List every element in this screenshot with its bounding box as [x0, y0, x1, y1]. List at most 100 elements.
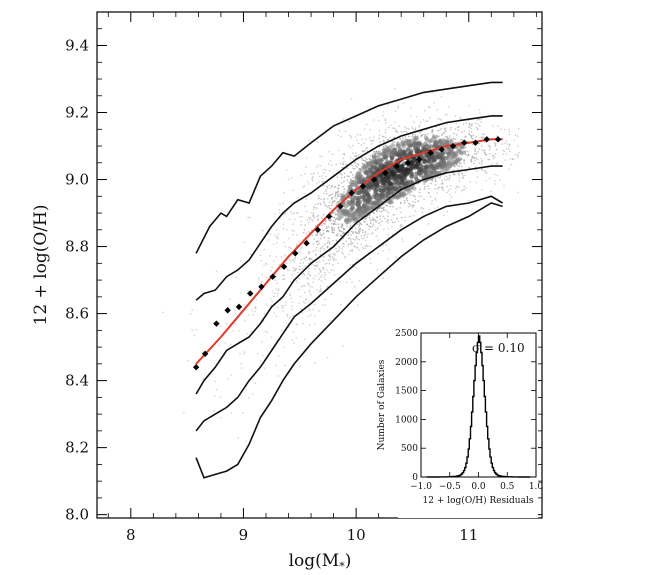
scatter-point [309, 259, 312, 261]
scatter-point [354, 239, 357, 241]
scatter-point [292, 266, 295, 269]
scatter-point [359, 222, 362, 225]
scatter-point [394, 130, 397, 132]
scatter-point [365, 217, 368, 219]
scatter-point [509, 158, 511, 160]
scatter-point [277, 289, 279, 292]
scatter-point [357, 173, 363, 178]
y-tick-label: 8.8 [65, 238, 89, 256]
scatter-point [481, 149, 484, 152]
scatter-point [318, 268, 320, 270]
scatter-point [368, 136, 371, 139]
scatter-point [325, 227, 328, 229]
scatter-point [374, 153, 377, 155]
scatter-point [240, 363, 242, 365]
scatter-point [349, 199, 355, 204]
scatter-point [315, 249, 317, 251]
scatter-point [505, 153, 508, 155]
scatter-point [316, 232, 319, 235]
scatter-point [322, 201, 325, 203]
scatter-point [248, 305, 251, 307]
scatter-point [225, 322, 228, 325]
scatter-point [463, 159, 466, 162]
inset-y-tick-label: 2500 [395, 329, 418, 339]
scatter-point [369, 202, 374, 208]
scatter-point [492, 154, 494, 157]
scatter-point [369, 158, 371, 161]
scatter-point [337, 187, 340, 189]
scatter-point [328, 226, 330, 228]
scatter-point [315, 241, 318, 243]
scatter-point [325, 175, 327, 178]
scatter-point [288, 246, 290, 249]
scatter-point [349, 137, 352, 140]
scatter-point [329, 320, 331, 322]
scatter-point [303, 192, 305, 195]
scatter-point [377, 179, 382, 184]
scatter-point [392, 214, 394, 216]
scatter-point [333, 229, 336, 231]
scatter-point [399, 207, 401, 209]
scatter-point [304, 291, 306, 294]
scatter-point [343, 160, 345, 163]
scatter-point [263, 248, 266, 251]
scatter-point [361, 162, 364, 165]
scatter-point [512, 158, 515, 160]
scatter-point [426, 185, 429, 187]
scatter-point [375, 183, 380, 188]
scatter-point [280, 329, 283, 332]
scatter-point [379, 141, 382, 143]
scatter-point [350, 135, 353, 138]
scatter-point [252, 393, 254, 395]
scatter-point [439, 118, 441, 120]
scatter-point [427, 144, 432, 149]
scatter-point [293, 261, 296, 263]
scatter-point [318, 310, 320, 312]
scatter-point [276, 282, 278, 285]
scatter-point [508, 143, 511, 146]
scatter-point [330, 164, 333, 166]
scatter-point [449, 200, 451, 203]
median-point [404, 159, 412, 166]
scatter-point [407, 135, 410, 138]
scatter-point [292, 223, 295, 225]
scatter-point [323, 198, 326, 200]
scatter-point [308, 258, 311, 260]
scatter-point [351, 244, 353, 246]
scatter-point [340, 226, 343, 229]
scatter-point [382, 277, 385, 280]
scatter-point [280, 256, 283, 259]
median-point [472, 139, 479, 146]
scatter-point [459, 151, 464, 156]
scatter-point [409, 174, 414, 180]
scatter-point [407, 128, 410, 130]
scatter-point [307, 273, 309, 275]
scatter-point [283, 223, 285, 225]
scatter-point [298, 240, 301, 242]
scatter-point [411, 205, 413, 207]
scatter-point [396, 153, 402, 158]
scatter-point [337, 233, 339, 235]
main-chart: 8 9 10 11 8.08.28.48.68.89.09.29.4 log(M*) … [31, 11, 543, 573]
scatter-point [334, 254, 337, 256]
scatter-point [342, 233, 344, 235]
scatter-point [332, 253, 335, 256]
scatter-point [324, 271, 326, 274]
scatter-point [243, 303, 246, 306]
contour-lines [195, 81, 504, 479]
scatter-point [296, 271, 299, 274]
scatter-point [458, 186, 460, 189]
scatter-point [377, 252, 379, 255]
y-tick-label: 9.4 [65, 37, 89, 55]
scatter-point [363, 221, 365, 223]
scatter-point [403, 199, 406, 202]
scatter-point [373, 212, 375, 214]
scatter-point [397, 220, 400, 222]
scatter-point [481, 145, 483, 147]
scatter-point [302, 301, 305, 303]
scatter-point [338, 280, 341, 283]
scatter-point [302, 285, 305, 287]
scatter-point [314, 275, 317, 277]
scatter-point [291, 202, 293, 204]
